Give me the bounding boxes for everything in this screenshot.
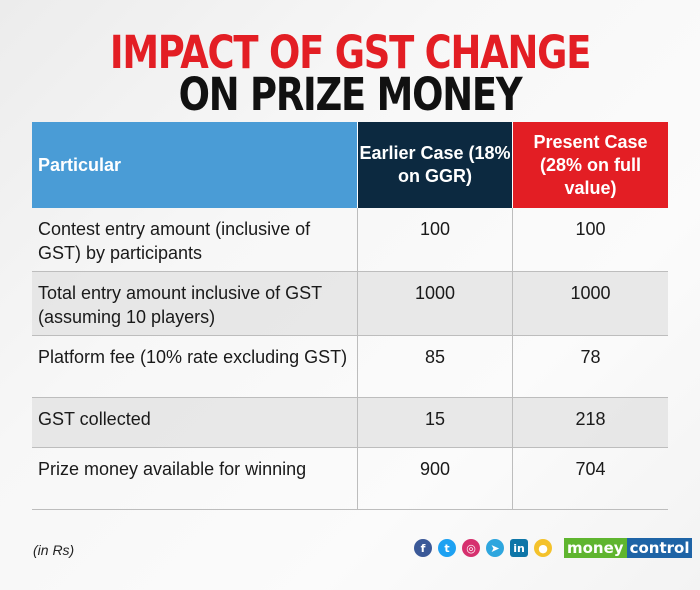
cell-particular: Total entry amount inclusive of GST (ass…	[38, 283, 322, 327]
cell-earlier: 85	[357, 336, 512, 397]
table-row: Prize money available for winning 900 70…	[32, 448, 668, 510]
cell-particular: Prize money available for winning	[38, 459, 307, 479]
table-row: Total entry amount inclusive of GST (ass…	[32, 272, 668, 336]
cell-earlier: 15	[357, 398, 512, 447]
facebook-icon[interactable]: f	[414, 539, 432, 557]
koo-icon[interactable]: ●	[534, 539, 552, 557]
unit-footnote: (in Rs)	[33, 542, 75, 558]
table-header: Particular Earlier Case (18% on GGR) Pre…	[32, 122, 668, 208]
telegram-icon[interactable]: ➤	[486, 539, 504, 557]
cell-present: 704	[512, 448, 668, 509]
cell-present: 218	[512, 398, 668, 447]
header-particular: Particular	[32, 122, 357, 208]
table-row: Contest entry amount (inclusive of GST) …	[32, 208, 668, 272]
cell-earlier: 100	[357, 208, 512, 271]
cell-particular: Contest entry amount (inclusive of GST) …	[38, 219, 311, 263]
header-earlier-case: Earlier Case (18% on GGR)	[357, 122, 512, 208]
title-line-2: ON PRIZE MONEY	[178, 68, 523, 121]
linkedin-icon[interactable]: in	[510, 539, 528, 557]
gst-comparison-table: Particular Earlier Case (18% on GGR) Pre…	[32, 122, 668, 510]
moneycontrol-logo: money control	[564, 538, 693, 558]
logo-part-money: money	[564, 538, 627, 558]
cell-earlier: 1000	[357, 272, 512, 335]
header-present-case: Present Case (28% on full value)	[512, 122, 668, 208]
cell-present: 78	[512, 336, 668, 397]
cell-earlier: 900	[357, 448, 512, 509]
cell-present: 1000	[512, 272, 668, 335]
cell-particular: Platform fee (10% rate excluding GST)	[38, 347, 348, 367]
title-line-1: IMPACT OF GST CHANGE	[109, 26, 592, 79]
cell-present: 100	[512, 208, 668, 271]
instagram-icon[interactable]: ◎	[462, 539, 480, 557]
table-row: Platform fee (10% rate excluding GST) 85…	[32, 336, 668, 398]
table-row: GST collected 15 218	[32, 398, 668, 448]
social-bar: f t ◎ ➤ in ● money control	[414, 538, 693, 558]
twitter-icon[interactable]: t	[438, 539, 456, 557]
logo-part-control: control	[626, 538, 693, 558]
cell-particular: GST collected	[38, 409, 151, 429]
